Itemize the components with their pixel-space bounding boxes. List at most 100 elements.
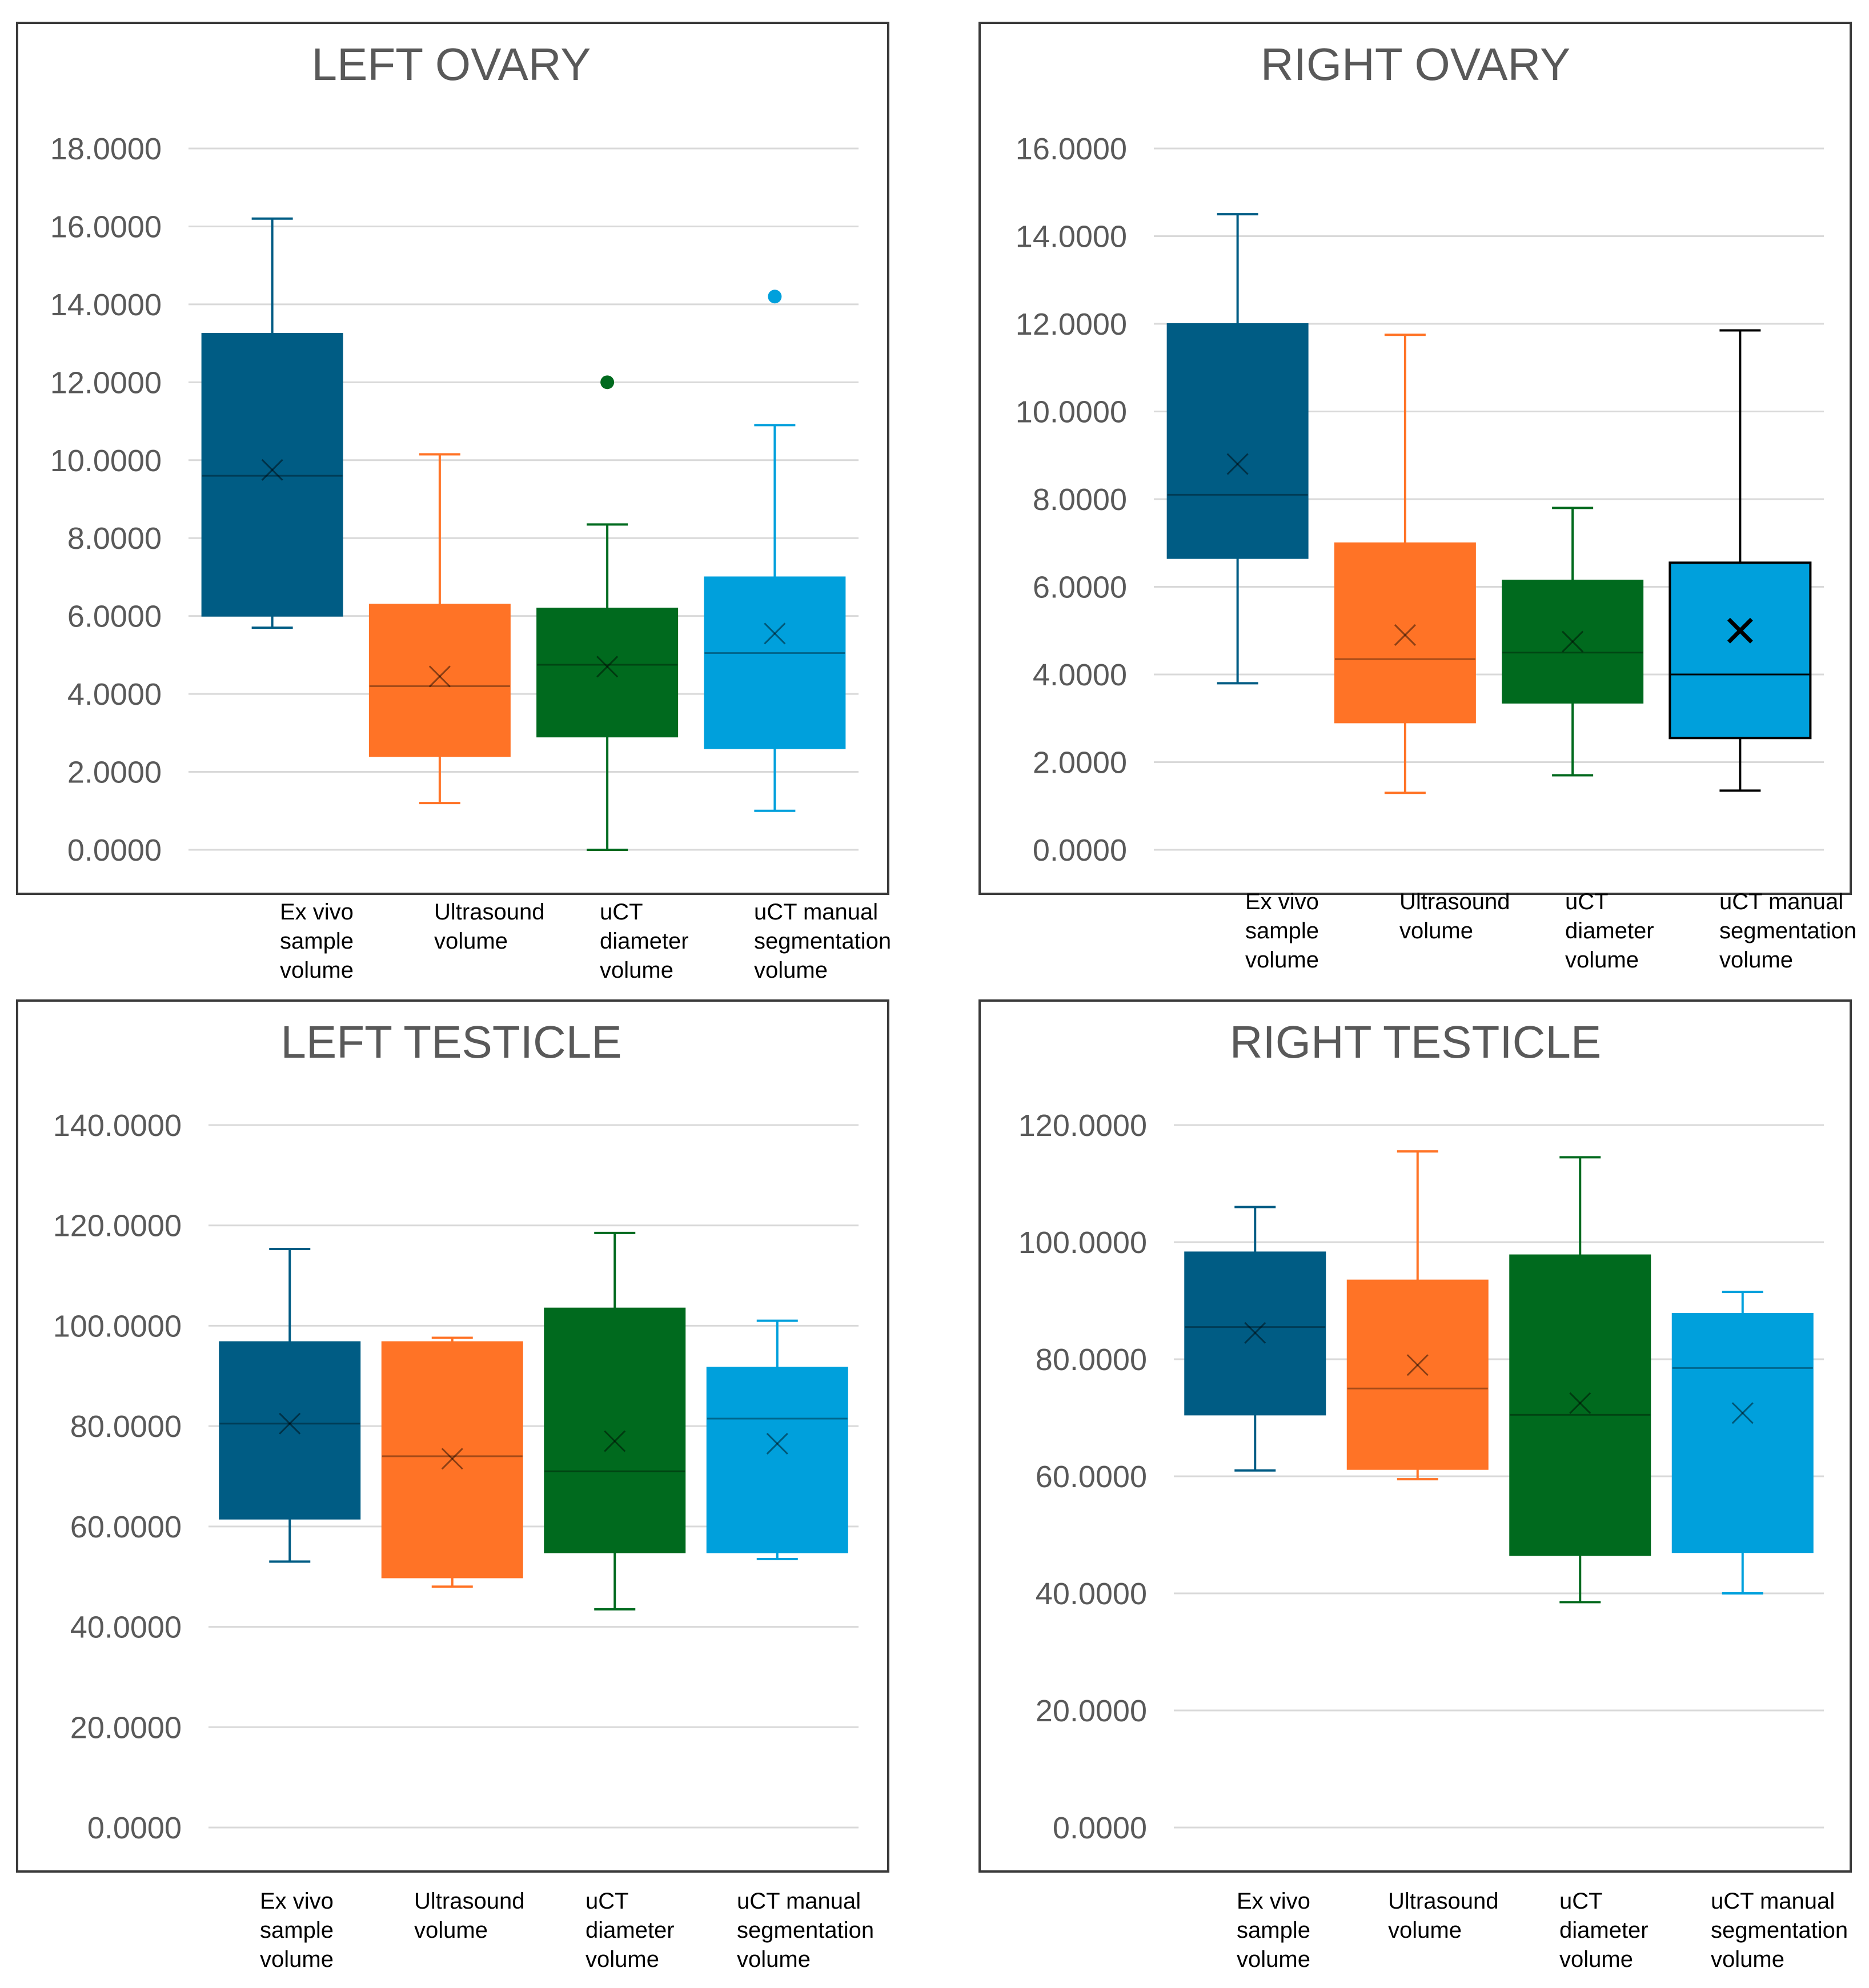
- panel-1-y-tick-label: 6.0000: [67, 600, 162, 634]
- panel-3-y-tick-label: 140.0000: [53, 1109, 182, 1143]
- panel-1-mean-marker: [596, 656, 619, 678]
- panel-4-mean-marker: [1406, 1354, 1429, 1376]
- panel-2-mean-marker: [1562, 630, 1584, 653]
- panel-3-mean-marker: [766, 1432, 788, 1455]
- panel-4-y-tick-label: 40.0000: [1036, 1577, 1147, 1611]
- panel-1-category-label: uCT diameter volume: [600, 899, 689, 983]
- panel-4-y-tick-label: 0.0000: [1053, 1811, 1147, 1845]
- panel-2-y-tick-label: 14.0000: [1016, 220, 1127, 254]
- panel-2-box-1: [1166, 323, 1309, 559]
- panel-2-box-4: [1669, 561, 1812, 740]
- panel-1-box-4: [704, 576, 846, 749]
- panel-4-category-label: uCT manual segmentation volume: [1711, 1889, 1848, 1972]
- panel-2-y-tick-label: 4.0000: [1033, 658, 1127, 692]
- panel-4-y-tick-label: 20.0000: [1036, 1694, 1147, 1728]
- panel-2-category-label: uCT diameter volume: [1565, 889, 1654, 973]
- panel-3-category-label: uCT diameter volume: [585, 1889, 675, 1972]
- panel-2-mean-marker: [1394, 624, 1416, 646]
- panel-3-mean-marker: [279, 1412, 301, 1435]
- panel-3-category-label: uCT manual segmentation volume: [737, 1889, 874, 1972]
- panel-1-mean-marker: [764, 622, 786, 645]
- panel-3-y-tick-label: 20.0000: [70, 1710, 182, 1745]
- panel-3-category-label: Ultrasound volume: [414, 1889, 524, 1943]
- panel-1-mean-marker: [428, 665, 451, 688]
- panel-4-y-tick-label: 100.0000: [1018, 1226, 1147, 1260]
- panel-4-mean-marker: [1569, 1392, 1591, 1414]
- panel-2-mean-marker: [1226, 453, 1249, 475]
- panel-2-category-label: uCT manual segmentation volume: [1719, 889, 1856, 973]
- panel-1-y-tick-label: 4.0000: [67, 677, 162, 712]
- panel-4-box-1: [1184, 1251, 1326, 1416]
- panel-1-box-3: [536, 608, 679, 738]
- panel-1-category-label: Ex vivo sample volume: [280, 899, 354, 983]
- panel-4-mean-marker: [1406, 1354, 1429, 1376]
- panel-3-box-1: [219, 1341, 361, 1520]
- panel-3-mean-marker: [279, 1412, 301, 1435]
- panel-1-mean-marker: [596, 656, 619, 678]
- panel-4-y-tick-label: 80.0000: [1036, 1343, 1147, 1377]
- panel-4-category-label: Ex vivo sample volume: [1237, 1889, 1310, 1972]
- panel-1-box-1: [201, 333, 343, 617]
- panel-1-mean-marker: [261, 459, 283, 481]
- panel-1-y-tick-label: 2.0000: [67, 756, 162, 790]
- panel-4-title: RIGHT TESTICLE: [1230, 1017, 1602, 1067]
- panel-4-mean-marker: [1731, 1402, 1754, 1424]
- panel-2-y-tick-label: 10.0000: [1016, 395, 1127, 429]
- panel-1-category-label: uCT manual segmentation volume: [754, 899, 891, 983]
- panel-3-title: LEFT TESTICLE: [280, 1017, 621, 1067]
- panel-1-category-label: Ultrasound volume: [434, 899, 544, 954]
- panel-2-y-tick-label: 6.0000: [1033, 571, 1127, 605]
- panel-3-box-4: [706, 1367, 848, 1553]
- panel-3-mean-marker: [766, 1432, 788, 1455]
- panel-1-mean-marker: [764, 622, 786, 645]
- panel-4-category-label: uCT diameter volume: [1559, 1889, 1649, 1972]
- panel-2-y-tick-label: 16.0000: [1016, 132, 1127, 166]
- panel-1-outlier-point: [768, 290, 782, 304]
- panel-4-y-tick-label: 120.0000: [1018, 1109, 1147, 1143]
- panel-2-title: RIGHT OVARY: [1261, 39, 1570, 90]
- panel-4-mean-marker: [1731, 1402, 1754, 1424]
- panel-4-box-2: [1346, 1279, 1489, 1470]
- panel-3-y-tick-label: 60.0000: [70, 1510, 182, 1544]
- panel-1-box-2: [368, 604, 511, 757]
- panel-2-y-tick-label: 12.0000: [1016, 307, 1127, 342]
- panel-1-y-tick-label: 16.0000: [50, 210, 162, 244]
- panel-1-y-tick-label: 14.0000: [50, 288, 162, 322]
- panel-4-mean-marker: [1569, 1392, 1591, 1414]
- panel-2-mean-marker: [1727, 617, 1753, 644]
- panel-2-mean-marker: [1226, 453, 1249, 475]
- panel-1-y-tick-label: 0.0000: [67, 833, 162, 868]
- panel-4-box-4: [1671, 1313, 1814, 1553]
- panel-3-box-3: [544, 1307, 686, 1553]
- panel-3-mean-marker: [441, 1448, 463, 1470]
- panel-2-mean-marker: [1394, 624, 1416, 646]
- panel-3-mean-marker: [604, 1430, 626, 1452]
- panel-4-mean-marker: [1244, 1322, 1266, 1344]
- panel-2-y-tick-label: 2.0000: [1033, 746, 1127, 780]
- panel-1-y-tick-label: 18.0000: [50, 132, 162, 166]
- panel-2-category-label: Ultrasound volume: [1399, 889, 1510, 943]
- panel-2-y-tick-label: 0.0000: [1033, 833, 1127, 868]
- panel-1-outlier-point: [600, 375, 615, 389]
- panel-4-category-label: Ultrasound volume: [1388, 1889, 1498, 1943]
- panel-1-mean-marker: [428, 665, 451, 688]
- panel-3-y-tick-label: 120.0000: [53, 1209, 182, 1243]
- panel-4-box-3: [1509, 1254, 1651, 1556]
- panel-2-box-2: [1334, 542, 1476, 724]
- panel-1-y-tick-label: 8.0000: [67, 521, 162, 556]
- panel-1-mean-marker: [261, 459, 283, 481]
- panel-2-frame: [978, 22, 1852, 895]
- panel-3-category-label: Ex vivo sample volume: [260, 1889, 334, 1972]
- panel-4-y-tick-label: 60.0000: [1036, 1460, 1147, 1494]
- panel-3-y-tick-label: 0.0000: [87, 1811, 182, 1845]
- panel-3-box-2: [381, 1341, 523, 1579]
- panel-2-y-tick-label: 8.0000: [1033, 483, 1127, 517]
- panel-3-y-tick-label: 80.0000: [70, 1409, 182, 1444]
- panel-1-title: LEFT OVARY: [311, 39, 591, 90]
- panel-1-y-tick-label: 10.0000: [50, 444, 162, 478]
- panel-3-y-tick-label: 40.0000: [70, 1611, 182, 1645]
- panel-1-y-tick-label: 12.0000: [50, 366, 162, 400]
- panel-3-mean-marker: [604, 1430, 626, 1452]
- panel-3-mean-marker: [441, 1448, 463, 1470]
